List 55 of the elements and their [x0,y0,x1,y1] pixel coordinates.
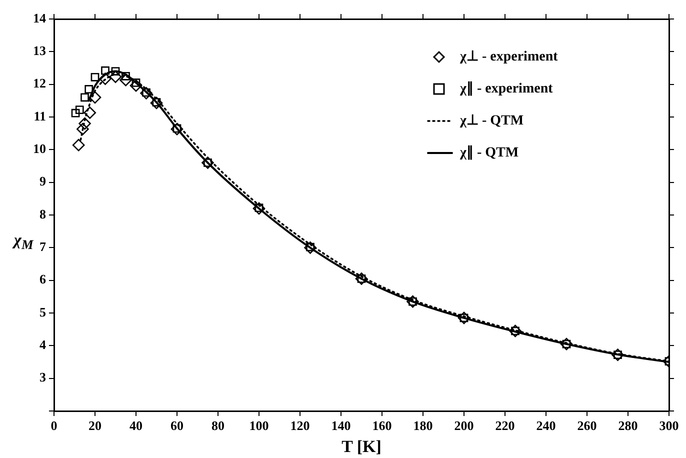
y-tick-label: 3 [40,370,46,385]
x-tick-label: 140 [331,418,351,434]
x-tick-label: 60 [170,418,184,434]
point [84,106,96,119]
point [72,138,85,152]
point [111,67,120,76]
legend-label: χ⊥ - QTM [459,114,524,129]
point [140,87,152,100]
y-tick-label: 9 [40,174,46,189]
x-tick-label: 280 [618,418,638,434]
y-tick-label: 7 [40,239,46,254]
point [75,106,84,114]
x-tick-label: 220 [495,418,515,434]
x-tick-label: 160 [372,418,392,434]
y-tick-label: 5 [40,304,46,320]
x-tick-label: 260 [577,418,597,434]
point [90,72,100,82]
x-tick-label: 0 [50,418,58,434]
x-tick-label: 240 [536,418,556,434]
x-tick-label: 20 [88,418,102,434]
y-tick-label: 12 [33,76,46,91]
x-tick-label: 100 [249,418,269,434]
point [122,72,130,80]
point [304,242,316,254]
point [84,85,94,94]
y-tick-label: 6 [40,272,46,287]
legend-label: χ∥ - experiment [459,80,554,97]
y-tick-label: 11 [34,108,46,124]
y-tick-label: 13 [33,43,46,58]
y-tick-label: 14 [33,10,46,26]
legend-label: χ∥ - QTM [459,144,519,161]
y-tick-label: 10 [33,141,46,156]
x-tick-label: 80 [212,418,224,434]
y-tick-label: 8 [40,206,46,222]
point [78,117,91,130]
legend-label: χ⊥ - experiment [459,50,558,65]
point [99,72,112,85]
x-tick-label: 180 [413,418,433,434]
point [71,108,80,118]
point [80,93,89,102]
x-tick-label: 120 [290,418,310,434]
point [76,122,89,136]
point [252,202,266,215]
point [120,74,132,86]
point [150,96,163,110]
point [130,79,142,92]
point [109,70,122,83]
x-tick-label: 200 [454,418,474,434]
y-axis-title: χ$_{M}$ [14,232,34,254]
point [88,91,102,104]
point [101,66,110,75]
x-tick-label: 300 [659,418,679,434]
x-tick-label: 40 [130,418,142,434]
y-tick-label: 4 [40,337,46,352]
x-axis-title: T [K] [342,437,382,456]
